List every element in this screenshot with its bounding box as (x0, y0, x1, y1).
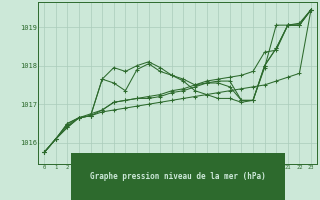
X-axis label: Graphe pression niveau de la mer (hPa): Graphe pression niveau de la mer (hPa) (90, 172, 266, 181)
